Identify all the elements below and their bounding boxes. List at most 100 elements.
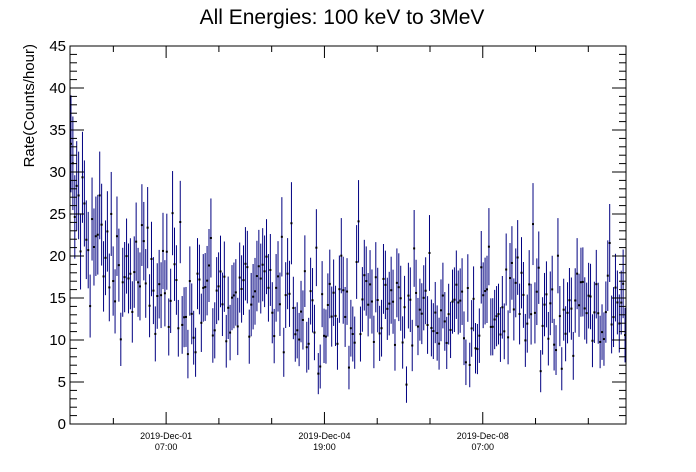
data-point [324, 335, 327, 338]
data-point [115, 235, 118, 238]
data-point [152, 289, 155, 292]
plot-frame [69, 45, 627, 425]
y-tick-label: 20 [49, 248, 66, 265]
data-point [219, 270, 222, 273]
y-tick-label: 25 [49, 206, 66, 223]
data-point [541, 324, 544, 327]
data-point [470, 327, 473, 330]
data-point [246, 266, 249, 269]
data-point [593, 311, 596, 314]
data-point [409, 298, 412, 301]
data-point [416, 325, 419, 328]
data-point [236, 325, 239, 328]
data-point [376, 299, 379, 302]
y-tick-label: 10 [49, 332, 66, 349]
data-point [436, 332, 439, 335]
data-point [265, 255, 268, 258]
data-point [461, 290, 464, 293]
chart-title: All Energies: 100 keV to 3MeV [200, 6, 485, 29]
data-point [158, 283, 161, 286]
data-point [422, 296, 425, 299]
y-tick-label: 35 [49, 122, 66, 139]
data-point [177, 327, 180, 330]
data-point [175, 279, 178, 282]
data-point [198, 278, 201, 281]
data-point [599, 340, 602, 343]
data-point [468, 363, 471, 366]
data-point [267, 286, 270, 289]
data-point [361, 298, 364, 301]
data-point [369, 283, 372, 286]
data-point [211, 334, 214, 337]
data-point [169, 299, 172, 302]
data-point [232, 294, 235, 297]
data-point [418, 308, 421, 311]
data-point [127, 277, 130, 280]
data-point [332, 291, 335, 294]
data-point [455, 283, 458, 286]
data-point [167, 325, 170, 328]
data-point [530, 313, 533, 316]
data-point [459, 299, 462, 302]
data-point [576, 272, 579, 275]
data-point [520, 271, 523, 274]
data-point [365, 280, 368, 283]
data-point [173, 263, 176, 266]
data-point [200, 321, 203, 324]
data-point [556, 254, 559, 257]
data-point [526, 322, 529, 325]
data-point [491, 325, 494, 328]
data-point [238, 276, 241, 279]
data-point [154, 332, 157, 335]
data-point [77, 194, 80, 197]
data-point [403, 306, 406, 309]
data-point [357, 220, 360, 223]
data-point [478, 334, 481, 337]
data-point [535, 290, 538, 293]
data-point [558, 315, 561, 318]
data-point [125, 255, 128, 258]
data-point [255, 275, 258, 278]
data-point [206, 279, 209, 282]
data-point [583, 307, 586, 310]
data-point [424, 289, 427, 292]
data-point [269, 268, 272, 271]
data-point [344, 315, 347, 318]
data-point [486, 288, 488, 291]
data-point [426, 324, 429, 327]
y-axis-label: Rate(Counts/hour) [21, 44, 38, 167]
data-point [183, 316, 186, 319]
data-point [439, 309, 442, 312]
data-point [553, 343, 556, 346]
data-point [208, 264, 210, 267]
data-point [188, 280, 191, 283]
data-point [606, 274, 609, 277]
data-point [499, 333, 502, 336]
data-point [102, 275, 105, 278]
data-point [261, 263, 264, 266]
data-point [509, 277, 512, 280]
data-point [591, 339, 594, 342]
data-point [537, 266, 540, 269]
data-point [457, 301, 460, 304]
data-point [493, 318, 496, 321]
data-point [474, 347, 477, 350]
data-point [489, 325, 492, 328]
data-point [420, 312, 423, 315]
data-point [522, 293, 525, 296]
data-point [273, 335, 276, 338]
data-point [390, 289, 393, 292]
data-point [602, 338, 605, 341]
y-tick-label: 5 [58, 374, 66, 391]
data-point [294, 333, 297, 336]
data-point [524, 339, 527, 342]
data-point [192, 336, 195, 339]
data-point [487, 245, 490, 248]
data-point [117, 264, 120, 267]
data-point [342, 289, 345, 292]
data-point [464, 361, 467, 364]
data-point [96, 233, 99, 236]
data-point [194, 351, 197, 354]
data-point [278, 303, 281, 306]
data-point [374, 276, 377, 279]
